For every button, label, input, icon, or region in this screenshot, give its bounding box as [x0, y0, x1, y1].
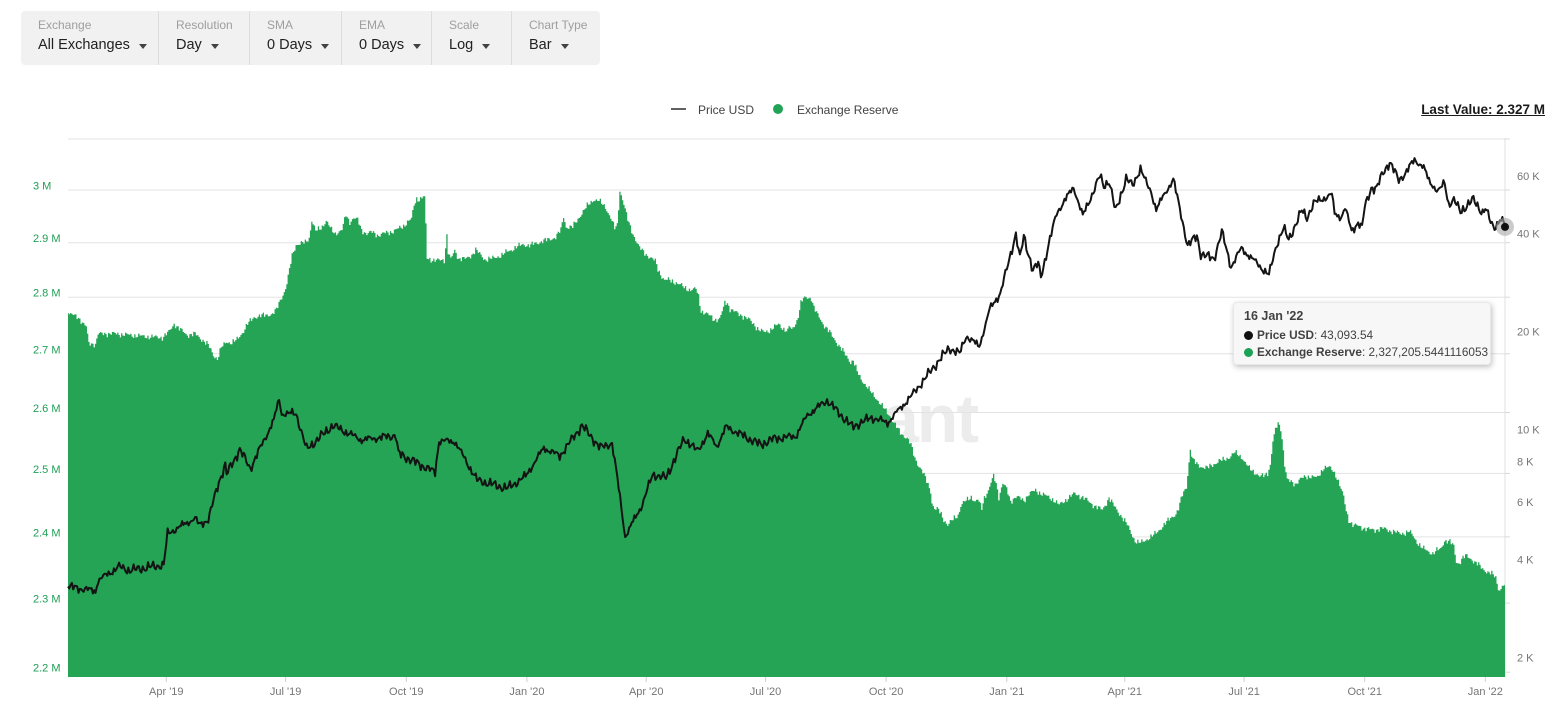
svg-text:Apr '19: Apr '19 — [149, 686, 184, 698]
svg-text:Jan '20: Jan '20 — [509, 686, 544, 698]
svg-text:6 K: 6 K — [1517, 497, 1534, 509]
svg-text:2.3 M: 2.3 M — [33, 594, 61, 606]
svg-text:2.7 M: 2.7 M — [33, 344, 61, 356]
svg-text:Oct '21: Oct '21 — [1347, 686, 1382, 698]
svg-text:2 K: 2 K — [1517, 653, 1534, 665]
svg-text:2.4 M: 2.4 M — [33, 527, 61, 539]
svg-text:40 K: 40 K — [1517, 228, 1540, 240]
svg-text:10 K: 10 K — [1517, 425, 1540, 437]
svg-text:2.8 M: 2.8 M — [33, 288, 61, 300]
svg-text:Jan '21: Jan '21 — [989, 686, 1024, 698]
svg-text:20 K: 20 K — [1517, 327, 1540, 339]
svg-text:2.9 M: 2.9 M — [33, 233, 61, 245]
svg-text:Oct '19: Oct '19 — [389, 686, 424, 698]
svg-text:2.2 M: 2.2 M — [33, 663, 61, 675]
svg-text:Apr '21: Apr '21 — [1108, 686, 1143, 698]
svg-text:Jul '19: Jul '19 — [270, 686, 301, 698]
svg-text:Oct '20: Oct '20 — [869, 686, 904, 698]
svg-text:2.5 M: 2.5 M — [33, 464, 61, 476]
svg-text:3 M: 3 M — [33, 181, 51, 193]
svg-text:Apr '20: Apr '20 — [629, 686, 664, 698]
svg-text:Jan '22: Jan '22 — [1468, 686, 1503, 698]
svg-text:8 K: 8 K — [1517, 456, 1534, 468]
svg-text:2.6 M: 2.6 M — [33, 403, 61, 415]
svg-text:Jul '21: Jul '21 — [1228, 686, 1259, 698]
svg-text:60 K: 60 K — [1517, 171, 1540, 183]
svg-text:Jul '20: Jul '20 — [750, 686, 781, 698]
svg-text:4 K: 4 K — [1517, 554, 1534, 566]
